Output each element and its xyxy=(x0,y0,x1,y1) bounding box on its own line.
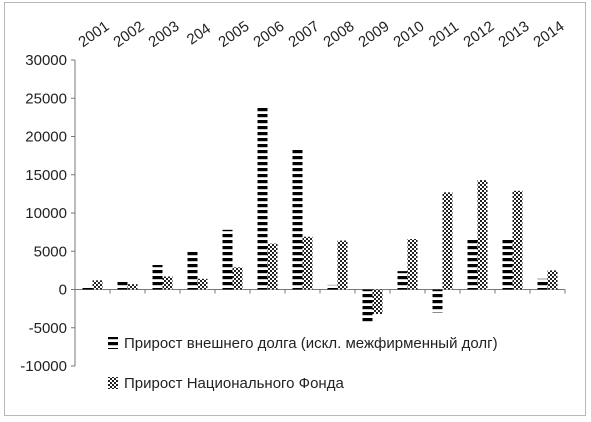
bar-series2 xyxy=(477,180,488,290)
bar-series2 xyxy=(372,289,383,314)
y-tick-label: -10000 xyxy=(20,358,67,375)
bar-series1 xyxy=(222,229,233,290)
category-label: 2011 xyxy=(426,18,462,50)
axes xyxy=(71,59,566,367)
bar-series1 xyxy=(292,149,303,290)
bar-series2 xyxy=(407,239,418,290)
category-label: 2001 xyxy=(75,18,112,51)
bar-series1 xyxy=(362,289,373,322)
category-label: 2012 xyxy=(460,18,497,51)
bar-series2 xyxy=(302,236,313,290)
category-label: 2006 xyxy=(250,18,287,51)
y-tick-label: 10000 xyxy=(25,205,67,222)
y-tick-label: 5000 xyxy=(34,243,67,260)
bar-series1 xyxy=(467,239,478,290)
y-tick-label: 20000 xyxy=(25,129,67,146)
y-tick-label: 15000 xyxy=(25,167,67,184)
bar-series2 xyxy=(512,190,523,290)
y-tick-label: 0 xyxy=(59,282,67,299)
category-label: 204 xyxy=(184,20,214,48)
category-label: 2008 xyxy=(320,18,357,51)
bar-series1 xyxy=(82,285,93,290)
legend: Прирост внешнего долга (искл. межфирменн… xyxy=(108,335,498,392)
bar-series1 xyxy=(117,280,128,290)
legend-label: Прирост Национального Фонда xyxy=(124,375,344,392)
bar-series1 xyxy=(187,251,198,290)
bar-series2 xyxy=(232,267,243,290)
y-tick-label: -5000 xyxy=(29,320,67,337)
legend-label: Прирост внешнего долга (искл. межфирменн… xyxy=(124,335,498,352)
category-label: 2005 xyxy=(215,18,252,51)
bar-series1 xyxy=(152,265,163,290)
bar-series1 xyxy=(502,238,513,290)
bars xyxy=(82,105,558,322)
bar-series2 xyxy=(337,240,348,290)
category-label: 2003 xyxy=(145,18,182,51)
category-label: 2014 xyxy=(530,18,567,51)
bar-series1 xyxy=(397,271,408,290)
bar-series2 xyxy=(92,280,103,290)
legend-swatch xyxy=(108,337,118,349)
category-label: 2009 xyxy=(355,18,392,51)
category-label: 2002 xyxy=(110,18,147,51)
category-label: 2010 xyxy=(390,18,427,51)
y-tick-label: 30000 xyxy=(25,52,67,69)
bar-series2 xyxy=(442,192,453,290)
bar-series2 xyxy=(197,278,208,290)
category-label: 2007 xyxy=(285,18,322,51)
bar-series1 xyxy=(537,278,548,290)
bar-series1 xyxy=(327,284,338,290)
bar-series1 xyxy=(432,289,443,313)
bar-series2 xyxy=(127,284,138,290)
bar-series2 xyxy=(267,243,278,290)
category-label: 2013 xyxy=(495,18,532,51)
bar-series1 xyxy=(257,105,268,290)
bar-series2 xyxy=(162,276,173,290)
y-tick-label: 25000 xyxy=(25,90,67,107)
legend-swatch xyxy=(108,377,118,389)
bar-series2 xyxy=(547,270,558,290)
